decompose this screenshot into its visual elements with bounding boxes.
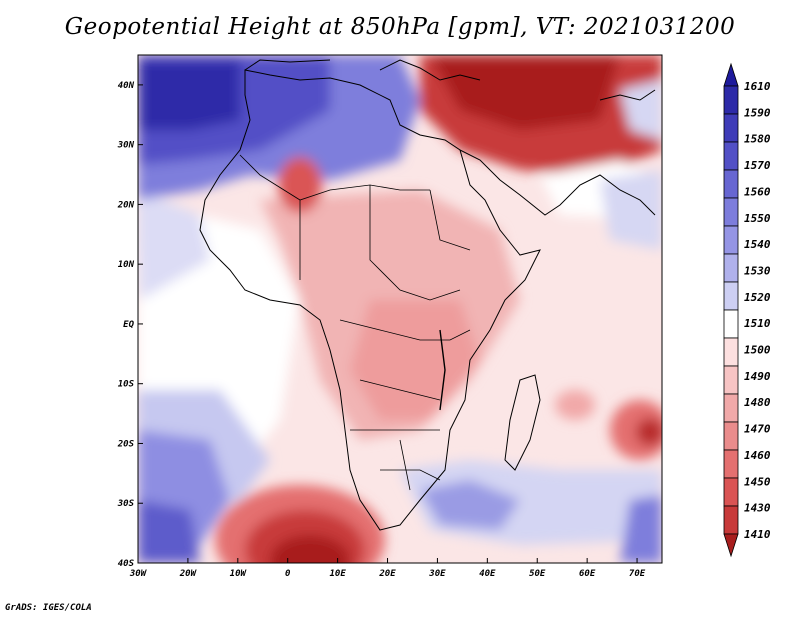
colorbar-label: 1510 (744, 317, 771, 330)
colorbar-swatch (723, 141, 739, 171)
colorbar-swatch (723, 505, 739, 535)
lat-tick-label: 40S (118, 559, 135, 569)
colorbar-swatch (723, 393, 739, 423)
lon-tick-label: 60E (579, 569, 596, 579)
lon-tick-label: 50E (529, 569, 546, 579)
colorbar-label: 1610 (744, 80, 771, 93)
colorbar-label: 1490 (744, 370, 771, 383)
colorbar-swatch (723, 337, 739, 367)
colorbar-swatch (723, 421, 739, 451)
grads-credit: GrADS: IGES/COLA (5, 603, 92, 613)
colorbar-label: 1580 (744, 133, 771, 146)
lat-tick-label: 10N (118, 260, 135, 270)
colorbar-label: 1410 (744, 528, 771, 541)
lon-tick-label: 30W (129, 569, 148, 579)
lon-tick-label: 20E (378, 569, 396, 579)
colorbar-swatch (723, 225, 739, 255)
colorbar-swatch (723, 449, 739, 479)
lat-tick-label: 20N (117, 200, 135, 210)
coastlines (199, 59, 656, 531)
lon-tick-label: 20W (179, 569, 198, 579)
lon-tick-label: 10W (230, 569, 248, 579)
colorbar-swatch (723, 365, 739, 395)
lon-tick-label: 0 (285, 569, 291, 579)
colorbar-label: 1480 (744, 396, 771, 409)
colorbar-label: 1460 (744, 449, 771, 462)
colorbar-label: 1590 (744, 106, 771, 119)
map-border (137, 54, 663, 564)
colorbar-label: 1550 (744, 212, 771, 225)
map-title: Geopotential Height at 850hPa [gpm], VT:… (64, 14, 736, 40)
map-field (138, 55, 662, 563)
colorbar-swatch (723, 169, 739, 199)
lat-tick-label: 30S (117, 499, 135, 509)
lon-tick-label: 70E (629, 569, 646, 579)
colorbar-swatch (723, 253, 739, 283)
lat-tick-label: 20S (117, 439, 135, 449)
lon-tick-label: 30E (428, 569, 446, 579)
colorbar-top-arrow (723, 62, 739, 87)
colorbar-swatch (723, 113, 739, 143)
colorbar-label: 1450 (744, 475, 771, 488)
lon-tick-label: 40E (479, 569, 496, 579)
colorbar-bottom-arrow (723, 533, 739, 558)
colorbar-label: 1470 (744, 423, 771, 436)
colorbar-label: 1560 (744, 185, 771, 198)
colorbar-swatch (723, 85, 739, 115)
lat-tick-label: 40N (118, 81, 135, 91)
colorbar: 1610 1590 1580 1570 1560 1550 1540 1530 1520 1510… (723, 62, 771, 558)
colorbar-label: 1530 (744, 264, 771, 277)
colorbar-swatch (723, 477, 739, 507)
lat-tick-label: 10S (118, 380, 135, 390)
latitude-axis: 40N 30N 20N 10N EQ 10S 20S 30S 40S (117, 81, 143, 569)
colorbar-swatch (723, 281, 739, 311)
longitude-axis: 30W 20W 10W 0 10E 20E 30E 40E 50E 60E 70E (129, 558, 646, 579)
colorbar-label: 1500 (744, 344, 771, 357)
lat-tick-label: EQ (123, 320, 134, 330)
colorbar-label: 1570 (744, 159, 771, 172)
colorbar-swatch (723, 197, 739, 227)
colorbar-label: 1540 (744, 238, 771, 251)
lon-tick-label: 10E (329, 569, 346, 579)
colorbar-swatch (723, 309, 739, 339)
colorbar-label: 1430 (744, 502, 771, 515)
lat-tick-label: 30N (117, 141, 135, 151)
colorbar-label: 1520 (744, 291, 771, 304)
